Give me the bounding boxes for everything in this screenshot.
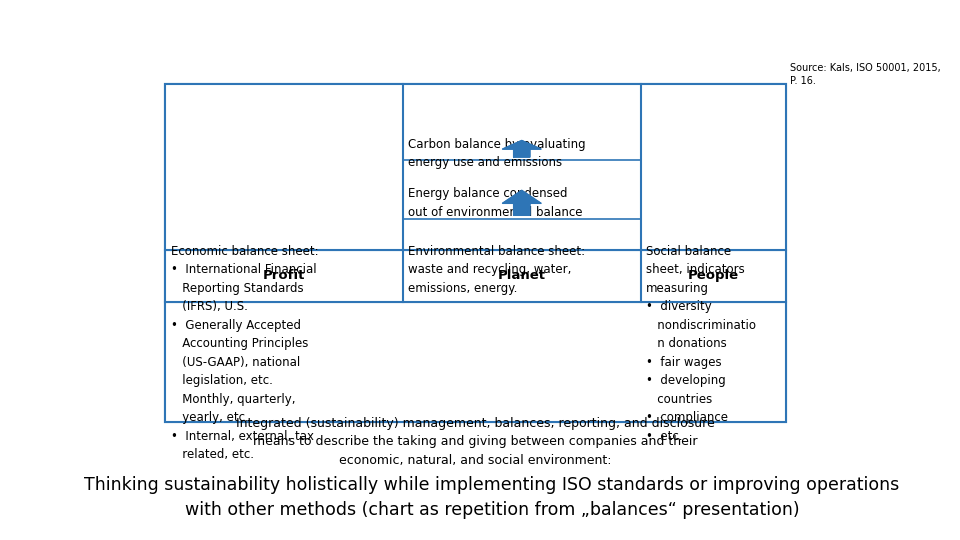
Text: Thinking sustainability holistically while implementing ISO standards or improvi: Thinking sustainability holistically whi… (84, 476, 900, 519)
Text: Profit: Profit (262, 269, 305, 282)
Bar (165, 302, 786, 422)
Bar (165, 250, 786, 302)
Bar (165, 84, 786, 250)
Text: Carbon balance by evaluating
energy use and emissions: Carbon balance by evaluating energy use … (408, 138, 586, 169)
Text: Social balance
sheet, indicators
measuring
•  diversity
   nondiscriminatio
   n: Social balance sheet, indicators measuri… (646, 245, 756, 443)
Polygon shape (502, 191, 541, 215)
Text: Energy balance condensed
out of environmental balance: Energy balance condensed out of environm… (408, 187, 583, 219)
Polygon shape (502, 140, 541, 157)
Text: Environmental balance sheet:
waste and recycling, water,
emissions, energy.: Environmental balance sheet: waste and r… (408, 245, 585, 295)
Text: Planet: Planet (497, 269, 545, 282)
Text: People: People (687, 269, 739, 282)
Text: Source: Kals, ISO 50001, 2015,
P. 16.: Source: Kals, ISO 50001, 2015, P. 16. (789, 63, 941, 85)
Text: Economic balance sheet:
•  International Financial
   Reporting Standards
   (IF: Economic balance sheet: • International … (171, 245, 318, 461)
Bar (165, 84, 786, 422)
Text: Integrated (sustainability) management, balances, reporting, and disclosure
mean: Integrated (sustainability) management, … (236, 416, 714, 467)
